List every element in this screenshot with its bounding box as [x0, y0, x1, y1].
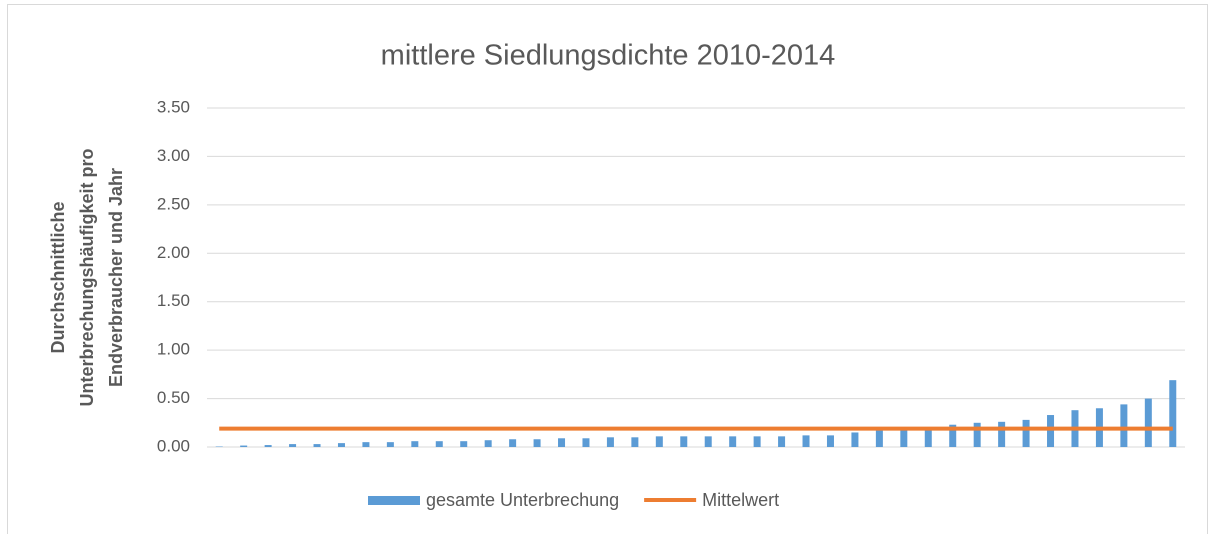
bar	[704, 436, 712, 447]
legend-swatch	[368, 496, 420, 505]
bar	[313, 444, 321, 447]
bar	[631, 437, 639, 447]
y-axis-label-line: Endverbraucher und Jahr	[106, 168, 126, 387]
bar	[680, 436, 688, 447]
bar	[949, 424, 957, 447]
bar	[240, 445, 248, 447]
bar	[900, 429, 908, 447]
bar	[875, 430, 883, 447]
bar	[435, 441, 443, 447]
bar	[264, 445, 272, 447]
y-tick-label: 2.00	[157, 243, 190, 262]
bar	[411, 441, 419, 447]
bar	[973, 422, 981, 447]
y-tick-label: 2.50	[157, 194, 190, 213]
bar	[606, 437, 614, 447]
y-tick-label: 1.50	[157, 291, 190, 310]
y-tick-label: 0.00	[157, 436, 190, 455]
bar	[826, 435, 834, 447]
bar	[509, 439, 517, 447]
y-axis-label: Durchschnittliche Unterbrechungshäufigkei…	[48, 148, 126, 406]
bar	[484, 440, 492, 447]
bar	[533, 439, 541, 447]
bar	[337, 443, 345, 447]
y-tick-label: 3.50	[157, 97, 190, 116]
chart-title: mittlere Siedlungsdichte 2010-2014	[381, 40, 836, 72]
bar	[802, 435, 810, 447]
bar	[729, 436, 737, 447]
bar	[1047, 415, 1055, 447]
bar	[1022, 419, 1030, 447]
y-axis-label-line: Durchschnittliche	[48, 201, 68, 353]
bar	[924, 429, 932, 447]
bar	[582, 438, 590, 447]
bar	[753, 436, 761, 447]
bar	[851, 432, 859, 447]
y-tick-label: 0.50	[157, 388, 190, 407]
bar	[1120, 404, 1128, 447]
bar	[362, 442, 370, 447]
y-tick-label: 1.00	[157, 340, 190, 359]
y-tick-label: 3.00	[157, 146, 190, 165]
bar	[655, 436, 663, 447]
bar	[1144, 398, 1152, 447]
bar	[1169, 380, 1177, 447]
bar	[460, 441, 468, 447]
legend-label: gesamte Unterbrechung	[426, 490, 619, 510]
legend-label: Mittelwert	[702, 490, 779, 510]
bar	[998, 421, 1006, 447]
bar	[289, 444, 297, 447]
bar	[778, 436, 786, 447]
bar	[386, 442, 394, 447]
bar	[558, 438, 566, 447]
y-axis-label-line: Unterbrechungshäufigkeit pro	[77, 148, 97, 406]
